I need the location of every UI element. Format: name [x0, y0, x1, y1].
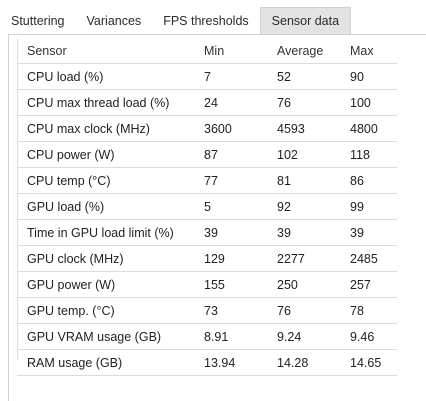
- average-cell: 76: [277, 89, 350, 116]
- sensor-table: Sensor Min Average Max CPU load (%) 7 52…: [17, 38, 397, 376]
- tab-bar: Stuttering Variances FPS thresholds Sens…: [0, 0, 426, 34]
- average-cell: 9.24: [277, 323, 350, 350]
- max-cell: 14.65: [350, 349, 397, 376]
- max-cell: 99: [350, 193, 397, 220]
- table-row[interactable]: CPU temp (°C) 77 81 86: [17, 167, 397, 194]
- table-row[interactable]: Time in GPU load limit (%) 39 39 39: [17, 219, 397, 246]
- table-row[interactable]: GPU power (W) 155 250 257: [17, 271, 397, 298]
- max-cell: 118: [350, 141, 397, 168]
- table-row[interactable]: CPU max thread load (%) 24 76 100: [17, 89, 397, 116]
- average-cell: 92: [277, 193, 350, 220]
- table-row[interactable]: CPU load (%) 7 52 90: [17, 63, 397, 90]
- average-cell: 250: [277, 271, 350, 298]
- sensor-name-cell: CPU load (%): [17, 63, 204, 90]
- max-cell: 9.46: [350, 323, 397, 350]
- column-header-sensor[interactable]: Sensor: [27, 43, 67, 58]
- column-header-min[interactable]: Min: [204, 43, 225, 58]
- sensor-name-cell: CPU temp (°C): [17, 167, 204, 194]
- sensor-name-cell: Time in GPU load limit (%): [17, 219, 204, 246]
- sensor-name-cell: GPU power (W): [17, 271, 204, 298]
- sensor-name-cell: CPU max clock (MHz): [17, 115, 204, 142]
- sensor-name-cell: RAM usage (GB): [17, 349, 204, 376]
- tab-sensor-data[interactable]: Sensor data: [259, 7, 352, 34]
- table-row[interactable]: GPU temp. (°C) 73 76 78: [17, 297, 397, 324]
- average-cell: 102: [277, 141, 350, 168]
- max-cell: 90: [350, 63, 397, 90]
- table-row[interactable]: GPU load (%) 5 92 99: [17, 193, 397, 220]
- min-cell: 39: [204, 219, 277, 246]
- min-cell: 24: [204, 89, 277, 116]
- min-cell: 77: [204, 167, 277, 194]
- tab-fps-thresholds[interactable]: FPS thresholds: [163, 14, 249, 28]
- max-cell: 39: [350, 219, 397, 246]
- table-row[interactable]: RAM usage (GB) 13.94 14.28 14.65: [17, 349, 397, 376]
- min-cell: 7: [204, 63, 277, 90]
- tab-stuttering[interactable]: Stuttering: [11, 14, 65, 28]
- table-row[interactable]: GPU clock (MHz) 129 2277 2485: [17, 245, 397, 272]
- table-row[interactable]: CPU power (W) 87 102 118: [17, 141, 397, 168]
- min-cell: 129: [204, 245, 277, 272]
- max-cell: 2485: [350, 245, 397, 272]
- max-cell: 100: [350, 89, 397, 116]
- table-row[interactable]: CPU max clock (MHz) 3600 4593 4800: [17, 115, 397, 142]
- sensor-name-cell: CPU max thread load (%): [17, 89, 204, 116]
- sensor-name-cell: GPU VRAM usage (GB): [17, 323, 204, 350]
- average-cell: 2277: [277, 245, 350, 272]
- table-row[interactable]: GPU VRAM usage (GB) 8.91 9.24 9.46: [17, 323, 397, 350]
- min-cell: 5: [204, 193, 277, 220]
- min-cell: 3600: [204, 115, 277, 142]
- table-header-row: Sensor Min Average Max: [17, 38, 397, 64]
- average-cell: 81: [277, 167, 350, 194]
- average-cell: 76: [277, 297, 350, 324]
- sensor-name-cell: GPU temp. (°C): [17, 297, 204, 324]
- average-cell: 52: [277, 63, 350, 90]
- min-cell: 13.94: [204, 349, 277, 376]
- min-cell: 73: [204, 297, 277, 324]
- average-cell: 39: [277, 219, 350, 246]
- average-cell: 4593: [277, 115, 350, 142]
- column-header-average[interactable]: Average: [277, 43, 324, 58]
- min-cell: 8.91: [204, 323, 277, 350]
- sensor-name-cell: CPU power (W): [17, 141, 204, 168]
- sensor-data-panel: Sensor Min Average Max CPU load (%) 7 52…: [8, 34, 426, 401]
- min-cell: 155: [204, 271, 277, 298]
- sensor-name-cell: GPU load (%): [17, 193, 204, 220]
- average-cell: 14.28: [277, 349, 350, 376]
- max-cell: 257: [350, 271, 397, 298]
- min-cell: 87: [204, 141, 277, 168]
- max-cell: 86: [350, 167, 397, 194]
- max-cell: 78: [350, 297, 397, 324]
- max-cell: 4800: [350, 115, 397, 142]
- tab-variances[interactable]: Variances: [86, 14, 142, 28]
- column-header-max[interactable]: Max: [350, 43, 374, 58]
- sensor-name-cell: GPU clock (MHz): [17, 245, 204, 272]
